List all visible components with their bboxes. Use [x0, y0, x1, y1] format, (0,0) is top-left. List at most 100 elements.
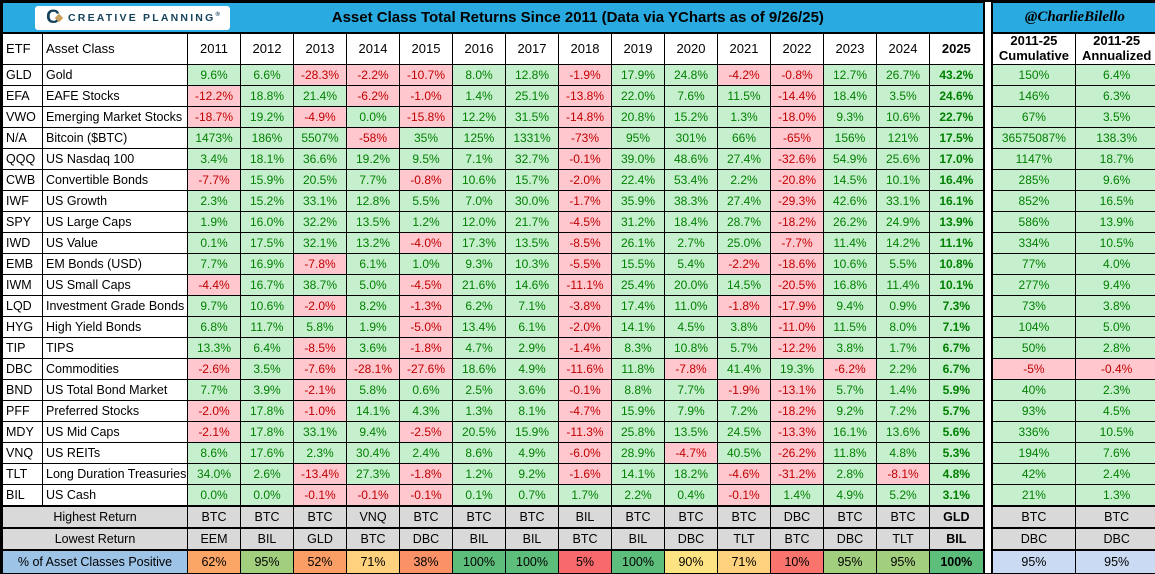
year-header-2016: 2016 [453, 33, 506, 64]
asset-class-name: US REITs [43, 442, 188, 463]
return-cell-2012: 0.0% [241, 484, 294, 506]
return-cell-2025: 3.1% [930, 484, 984, 506]
asset-class-name: US Nasdaq 100 [43, 148, 188, 169]
annualized-return-cell: 13.9% [1076, 211, 1155, 232]
year-header-2025: 2025 [930, 33, 984, 64]
return-cell-2020: 24.8% [665, 64, 718, 85]
return-cell-2012: 186% [241, 127, 294, 148]
return-cell-2019: 2.2% [612, 484, 665, 506]
return-cell-2011: 0.0% [188, 484, 241, 506]
return-cell-2016: 6.2% [453, 295, 506, 316]
return-cell-2020: -4.7% [665, 442, 718, 463]
return-cell-2024: 2.2% [877, 358, 930, 379]
return-cell-2024: 10.6% [877, 106, 930, 127]
return-cell-2019: 14.1% [612, 316, 665, 337]
return-cell-2017: 14.6% [506, 274, 559, 295]
return-cell-2025: 13.9% [930, 211, 984, 232]
return-cell-2019: 20.8% [612, 106, 665, 127]
return-cell-2012: 16.7% [241, 274, 294, 295]
annualized-return-cell: 1.3% [1076, 484, 1155, 506]
lowest-return-cell-2016: BIL [453, 528, 506, 550]
return-cell-2012: 6.4% [241, 337, 294, 358]
return-cell-2020: 15.2% [665, 106, 718, 127]
return-cell-2012: 18.1% [241, 148, 294, 169]
year-header-2021: 2021 [718, 33, 771, 64]
return-cell-2024: 121% [877, 127, 930, 148]
return-cell-2013: 32.1% [294, 232, 347, 253]
etf-ticker: MDY [3, 421, 43, 442]
return-cell-2013: 32.2% [294, 211, 347, 232]
return-cell-2019: 11.8% [612, 358, 665, 379]
return-cell-2024: -8.1% [877, 463, 930, 484]
return-cell-2019: 15.9% [612, 400, 665, 421]
return-cell-2017: 12.8% [506, 64, 559, 85]
pct-positive-cumulative: 95% [992, 550, 1076, 574]
return-cell-2013: -2.1% [294, 379, 347, 400]
annualized-return-cell: 6.3% [1076, 85, 1155, 106]
return-cell-2024: 33.1% [877, 190, 930, 211]
return-cell-2019: 17.4% [612, 295, 665, 316]
cumulative-return-cell: 36575087% [992, 127, 1076, 148]
return-cell-2024: 5.2% [877, 484, 930, 506]
return-cell-2020: 7.9% [665, 400, 718, 421]
lowest-return-cell-2014: BTC [347, 528, 400, 550]
return-cell-2022: -20.5% [771, 274, 824, 295]
return-cell-2020: 7.7% [665, 379, 718, 400]
return-cell-2022: -17.9% [771, 295, 824, 316]
etf-ticker: IWM [3, 274, 43, 295]
return-cell-2020: 4.5% [665, 316, 718, 337]
return-cell-2023: 18.4% [824, 85, 877, 106]
return-cell-2024: 13.6% [877, 421, 930, 442]
return-cell-2023: 3.8% [824, 337, 877, 358]
return-cell-2018: -2.0% [559, 316, 612, 337]
return-cell-2011: 0.1% [188, 232, 241, 253]
return-cell-2017: 1331% [506, 127, 559, 148]
cumulative-return-cell: 40% [992, 379, 1076, 400]
return-cell-2021: 66% [718, 127, 771, 148]
return-cell-2016: 2.5% [453, 379, 506, 400]
year-header-2020: 2020 [665, 33, 718, 64]
return-cell-2024: 25.6% [877, 148, 930, 169]
return-cell-2015: -1.3% [400, 295, 453, 316]
return-cell-2025: 5.9% [930, 379, 984, 400]
asset-class-name: Convertible Bonds [43, 169, 188, 190]
return-cell-2025: 17.0% [930, 148, 984, 169]
year-header-2018: 2018 [559, 33, 612, 64]
year-header-2014: 2014 [347, 33, 400, 64]
return-cell-2020: 7.6% [665, 85, 718, 106]
return-cell-2022: -7.7% [771, 232, 824, 253]
return-cell-2015: -5.0% [400, 316, 453, 337]
return-cell-2025: 10.8% [930, 253, 984, 274]
highest-return-cell-2013: BTC [294, 506, 347, 528]
pct-positive-cell-2016: 100% [453, 550, 506, 574]
return-cell-2015: 35% [400, 127, 453, 148]
column-gap [984, 400, 992, 421]
return-cell-2014: 6.1% [347, 253, 400, 274]
return-cell-2021: 11.5% [718, 85, 771, 106]
return-cell-2018: -11.3% [559, 421, 612, 442]
column-gap [984, 442, 992, 463]
return-cell-2025: 4.8% [930, 463, 984, 484]
return-cell-2022: -0.8% [771, 64, 824, 85]
return-cell-2018: -11.1% [559, 274, 612, 295]
return-cell-2011: 2.3% [188, 190, 241, 211]
cumulative-return-cell: 73% [992, 295, 1076, 316]
etf-ticker: CWB [3, 169, 43, 190]
return-cell-2024: 3.5% [877, 85, 930, 106]
year-header-2017: 2017 [506, 33, 559, 64]
return-cell-2024: 11.4% [877, 274, 930, 295]
return-cell-2025: 10.1% [930, 274, 984, 295]
pct-positive-cell-2019: 100% [612, 550, 665, 574]
return-cell-2017: 7.1% [506, 295, 559, 316]
return-cell-2015: -2.5% [400, 421, 453, 442]
highest-return-cell-2019: BTC [612, 506, 665, 528]
column-gap [984, 169, 992, 190]
return-cell-2020: 10.8% [665, 337, 718, 358]
cumulative-return-cell: 586% [992, 211, 1076, 232]
